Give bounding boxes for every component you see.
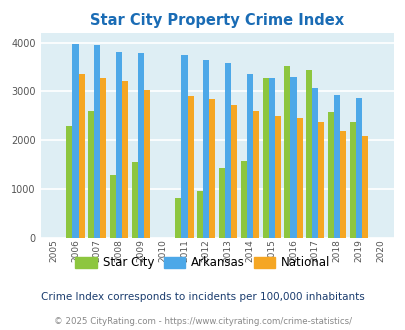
Bar (246, 74, 252, 238)
Bar (311, 87, 318, 238)
Bar (100, 78, 106, 238)
Bar (268, 78, 274, 238)
Bar (138, 53, 144, 238)
Bar (296, 118, 302, 238)
Bar (116, 51, 122, 238)
Bar (305, 70, 311, 238)
Bar (339, 131, 345, 238)
Text: Crime Index corresponds to incidents per 100,000 inhabitants: Crime Index corresponds to incidents per… (41, 292, 364, 302)
Title: Star City Property Crime Index: Star City Property Crime Index (90, 13, 343, 28)
Bar (131, 162, 138, 238)
Bar (355, 98, 361, 238)
Bar (327, 112, 333, 238)
Bar (181, 55, 187, 238)
Bar (262, 78, 268, 238)
Bar (187, 96, 193, 238)
Bar (197, 191, 203, 238)
Text: © 2025 CityRating.com - https://www.cityrating.com/crime-statistics/: © 2025 CityRating.com - https://www.city… (54, 317, 351, 326)
Bar (318, 122, 324, 238)
Bar (224, 63, 230, 238)
Bar (144, 89, 150, 238)
Bar (66, 125, 72, 238)
Bar (110, 175, 116, 238)
Bar (88, 111, 94, 238)
Bar (203, 60, 209, 238)
Legend: Star City, Arkansas, National: Star City, Arkansas, National (70, 252, 335, 274)
Bar (240, 161, 246, 238)
Bar (274, 116, 280, 238)
Bar (175, 198, 181, 238)
Bar (72, 44, 78, 238)
Bar (290, 77, 296, 238)
Bar (230, 105, 237, 238)
Bar (252, 111, 258, 238)
Bar (284, 66, 290, 238)
Bar (333, 95, 339, 238)
Bar (361, 136, 367, 238)
Bar (209, 99, 215, 238)
Bar (122, 81, 128, 238)
Bar (218, 168, 224, 238)
Bar (78, 74, 84, 238)
Bar (349, 122, 355, 238)
Bar (94, 45, 100, 238)
